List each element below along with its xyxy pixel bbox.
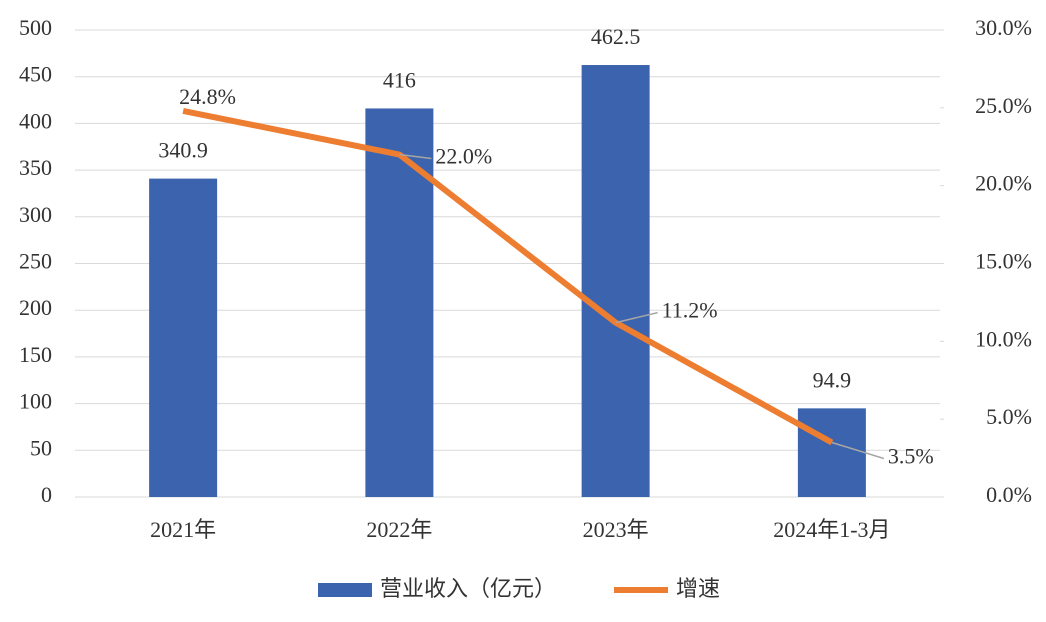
y2-tick-label: 20.0%	[975, 171, 1032, 196]
data-label: 462.5	[591, 24, 641, 49]
line	[182, 108, 834, 446]
data-label: 3.5%	[888, 444, 934, 469]
y2-tick-label: 30.0%	[975, 15, 1032, 40]
y-tick-label: 100	[19, 389, 52, 414]
data-label: 416	[383, 68, 416, 93]
x-tick-label: 2023年	[583, 517, 649, 542]
y2-tick-label: 25.0%	[975, 93, 1032, 118]
bar	[797, 408, 866, 497]
legend-label: 营业收入（亿元）	[380, 576, 556, 601]
y-tick-label: 50	[30, 435, 52, 460]
y2-tick-label: 5.0%	[986, 404, 1032, 429]
y2-tick-label: 10.0%	[975, 326, 1032, 351]
data-label: 24.8%	[179, 84, 236, 109]
bar	[365, 108, 434, 498]
y-tick-label: 400	[19, 108, 52, 133]
y-tick-label: 500	[19, 15, 52, 40]
leader-line	[831, 441, 885, 460]
leader-line	[615, 311, 658, 324]
y-tick-label: 150	[19, 342, 52, 367]
data-label: 94.9	[813, 367, 852, 392]
x-tick-label: 2022年	[366, 517, 432, 542]
data-label: 11.2%	[662, 298, 718, 323]
leader-line	[399, 153, 432, 160]
data-label: 340.9	[158, 138, 208, 163]
y-tick-label: 300	[19, 202, 52, 227]
y-tick-label: 200	[19, 295, 52, 320]
y-tick-label: 450	[19, 62, 52, 87]
y-tick-label: 250	[19, 249, 52, 274]
data-label: 22.0%	[435, 144, 492, 169]
x-tick-label: 2024年1-3月	[773, 517, 890, 542]
x-tick-label: 2021年	[150, 517, 216, 542]
y2-tick-label: 15.0%	[975, 249, 1032, 274]
legend-swatch	[318, 583, 372, 597]
y-tick-label: 0	[41, 482, 52, 507]
bar	[581, 65, 650, 498]
bar	[149, 178, 218, 497]
y2-tick-label: 0.0%	[986, 482, 1032, 507]
legend-label: 增速	[676, 576, 720, 601]
y-tick-label: 350	[19, 155, 52, 180]
